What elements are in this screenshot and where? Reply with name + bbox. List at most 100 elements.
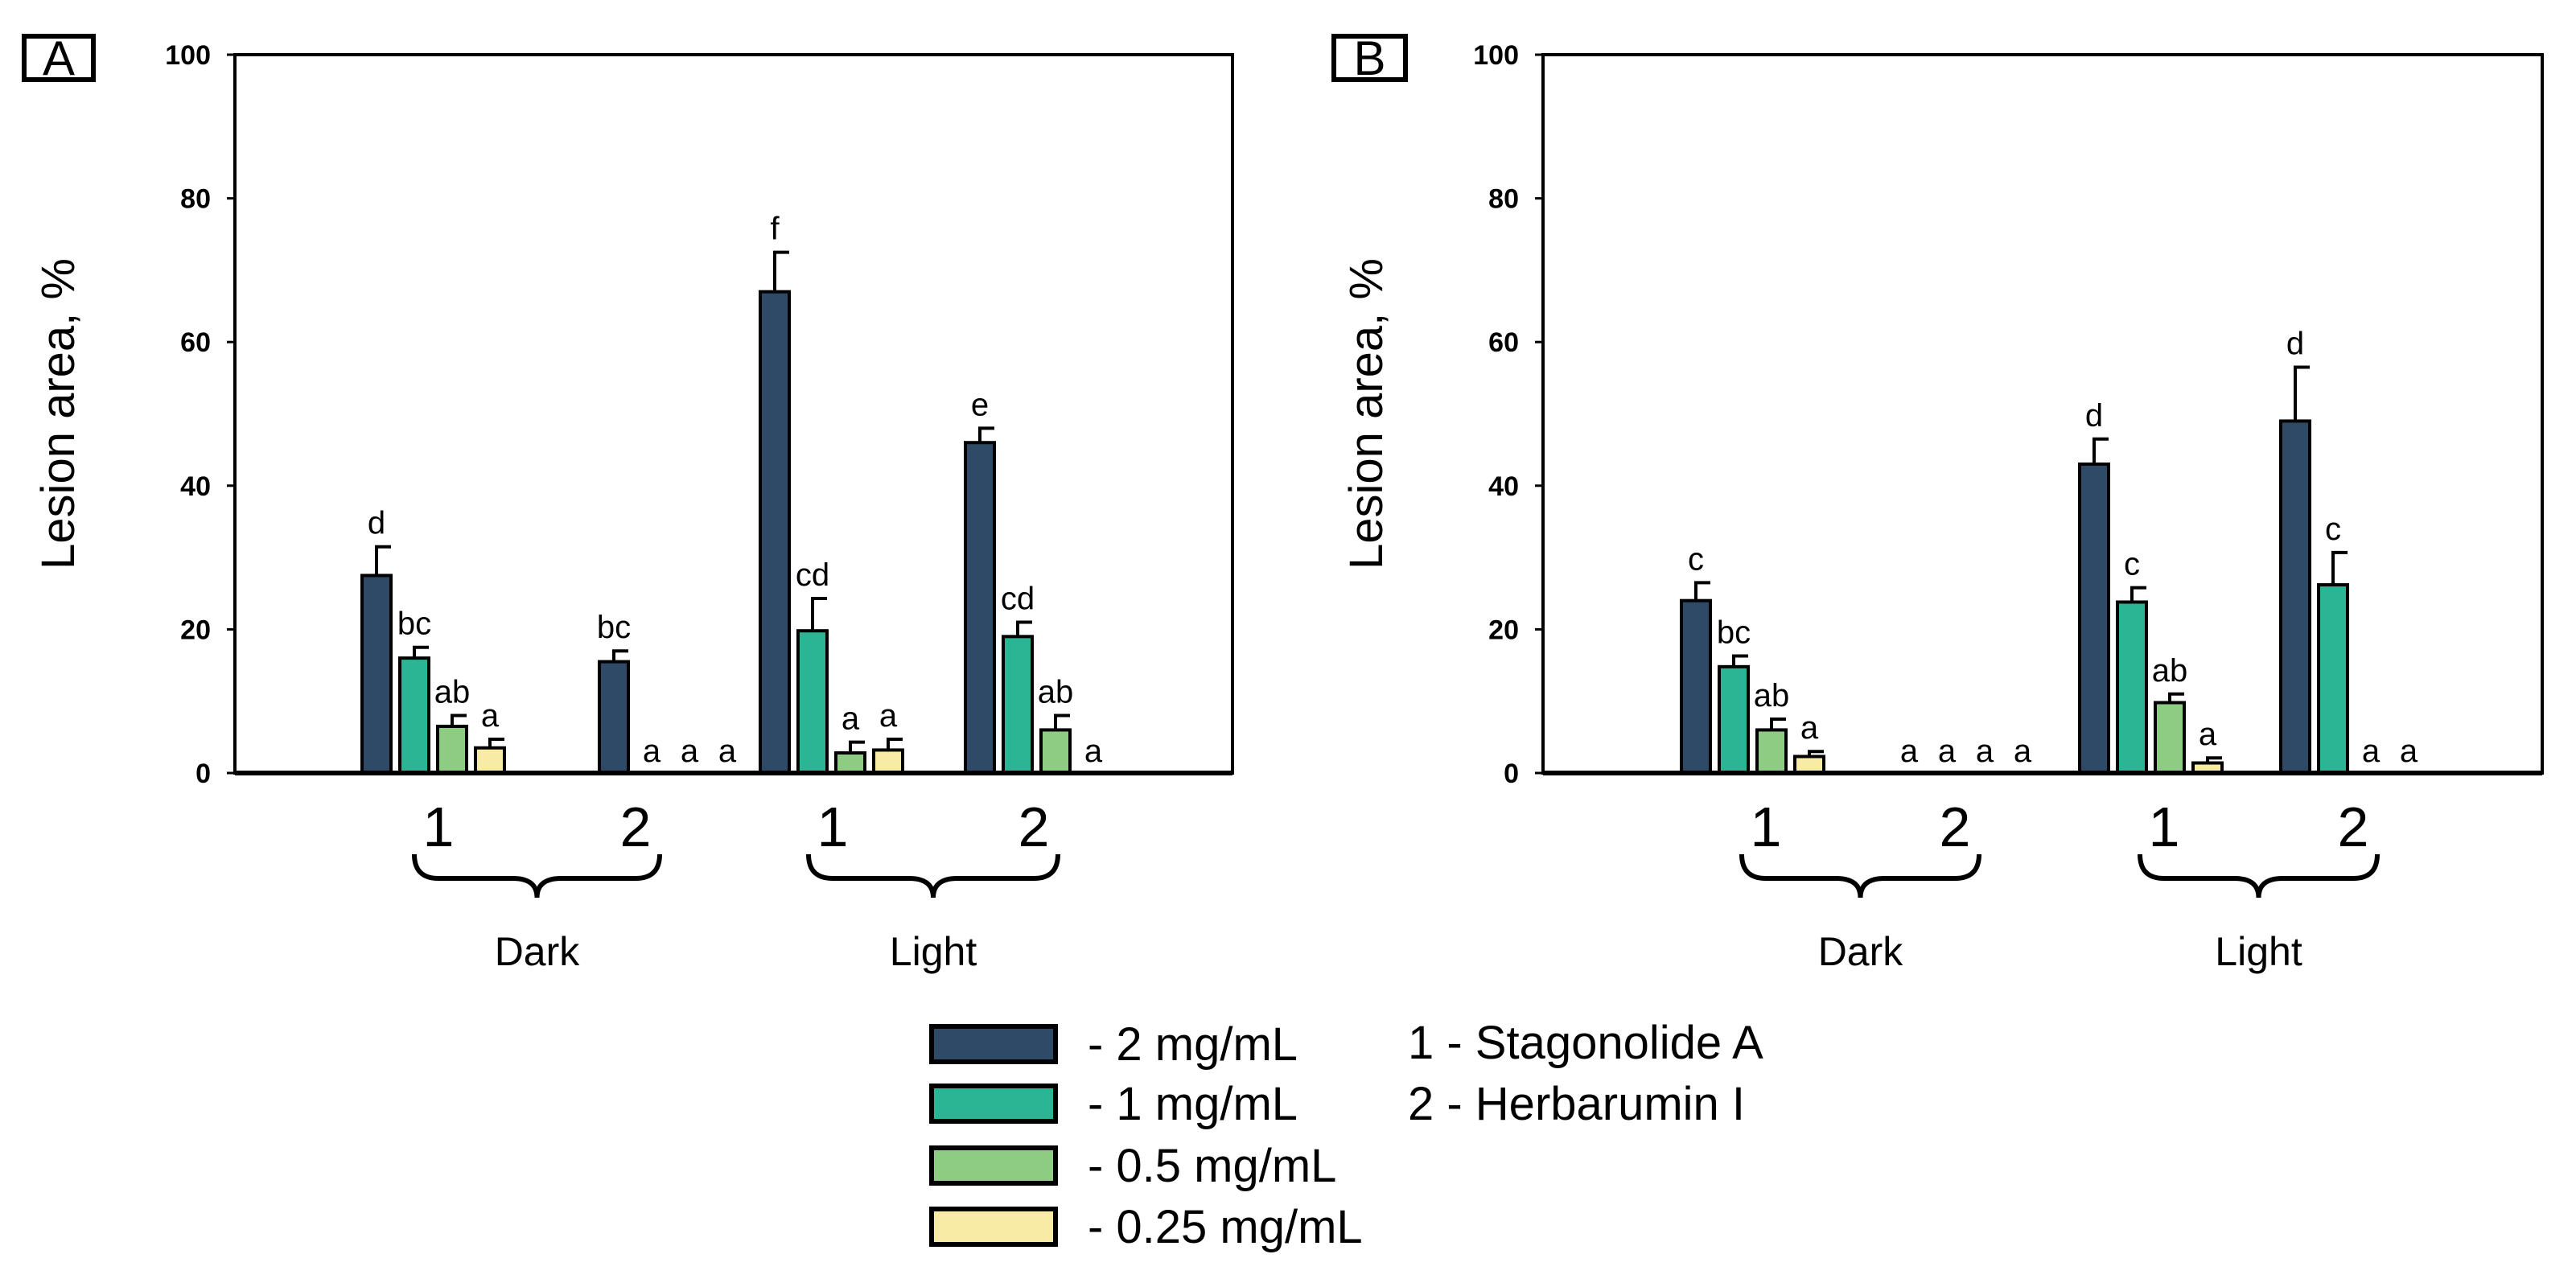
- significance-label: d: [2286, 326, 2304, 361]
- bar: [436, 724, 468, 775]
- legend: - 2 mg/mL - 1 mg/mL - 0.5 mg/mL - 0.25 mg/m…: [929, 1017, 1763, 1253]
- significance-label: ab: [434, 675, 471, 710]
- significance-label: f: [770, 212, 780, 247]
- group-brace: [2138, 853, 2380, 899]
- bar: [2154, 701, 2186, 775]
- bar: [2279, 419, 2311, 775]
- y-tick-label: 80: [1488, 184, 1519, 215]
- panel-label-box: [1331, 34, 1408, 82]
- bar: [759, 290, 791, 775]
- significance-label: a: [1900, 734, 1919, 769]
- y-tick-label: 40: [1488, 471, 1519, 502]
- significance-label: a: [1976, 734, 1994, 769]
- group-brace: [1739, 853, 1981, 899]
- significance-label: c: [2124, 547, 2140, 582]
- y-tick-label: 40: [180, 471, 211, 502]
- significance-label: a: [481, 698, 500, 734]
- y-tick-label: 60: [180, 327, 211, 358]
- significance-label: a: [2199, 717, 2217, 752]
- legend-label: - 2 mg/mL: [1088, 1018, 1298, 1071]
- bar: [1718, 664, 1750, 775]
- y-axis-title: Lesion area, %: [32, 258, 84, 570]
- bar: [1039, 728, 1072, 775]
- bar: [474, 746, 506, 775]
- category-label: 1: [1751, 796, 1782, 858]
- panel-label-box: [22, 34, 96, 82]
- legend-label: - 1 mg/mL: [1088, 1078, 1298, 1130]
- legend-label: - 0.25 mg/mL: [1088, 1201, 1363, 1253]
- bar: [2116, 600, 2148, 775]
- y-tick-label: 0: [195, 759, 211, 789]
- group-brace: [806, 853, 1060, 899]
- category-label: 1: [423, 796, 455, 858]
- group-label: Dark: [1818, 929, 1904, 974]
- significance-label: ab: [2152, 653, 2188, 689]
- y-tick-label: 20: [1488, 615, 1519, 645]
- bar: [360, 574, 393, 775]
- category-label: 2: [1018, 796, 1050, 858]
- significance-label: bc: [597, 610, 631, 645]
- legend-swatch: [929, 1145, 1058, 1186]
- group-label: Light: [2215, 929, 2302, 974]
- bar: [796, 629, 829, 775]
- bar: [1002, 635, 1034, 775]
- category-label: 2: [2338, 796, 2369, 858]
- significance-label: e: [971, 387, 989, 422]
- significance-label: ab: [1754, 678, 1790, 713]
- significance-label: a: [2362, 734, 2381, 769]
- group-brace: [412, 853, 662, 899]
- panel-label: A: [43, 31, 75, 85]
- y-tick-label: 20: [180, 615, 211, 645]
- category-label: 1: [817, 796, 849, 858]
- bar: [1755, 728, 1788, 775]
- significance-label: c: [2325, 512, 2341, 547]
- legend-swatch: [929, 1207, 1058, 1247]
- bar: [2078, 463, 2110, 775]
- bar: [1680, 598, 1712, 775]
- bar: [598, 660, 630, 775]
- significance-label: a: [681, 734, 699, 769]
- significance-label: cd: [1001, 581, 1035, 616]
- significance-label: a: [643, 734, 661, 769]
- bar: [834, 750, 866, 775]
- significance-label: bc: [397, 607, 431, 642]
- significance-label: cd: [796, 557, 829, 593]
- significance-label: a: [718, 734, 737, 769]
- y-axis-title: Lesion area, %: [1340, 258, 1393, 570]
- significance-label: a: [879, 698, 898, 734]
- significance-label: bc: [1717, 615, 1751, 650]
- significance-label: a: [1938, 734, 1957, 769]
- significance-label: a: [1084, 734, 1103, 769]
- y-tick-label: 100: [165, 40, 211, 71]
- significance-label: a: [2014, 734, 2032, 769]
- significance-label: d: [368, 506, 385, 541]
- y-tick-label: 0: [1504, 759, 1519, 789]
- bar: [2317, 583, 2349, 775]
- legend-label: - 0.5 mg/mL: [1088, 1140, 1336, 1192]
- legend-compound: 2 - Herbarumin I: [1408, 1078, 1745, 1130]
- bar: [1793, 755, 1825, 775]
- significance-label: ab: [1038, 675, 1074, 710]
- significance-label: a: [2400, 734, 2418, 769]
- category-label: 2: [620, 796, 652, 858]
- significance-label: a: [1800, 710, 1819, 746]
- legend-swatch: [929, 1024, 1058, 1064]
- y-tick-label: 80: [180, 184, 211, 215]
- y-tick-label: 100: [1473, 40, 1519, 71]
- category-label: 1: [2149, 796, 2180, 858]
- significance-label: c: [1688, 541, 1704, 577]
- category-label: 2: [1940, 796, 1971, 858]
- y-tick-label: 60: [1488, 327, 1519, 358]
- significance-label: d: [2085, 398, 2103, 434]
- group-label: Light: [890, 929, 977, 974]
- legend-swatch: [929, 1084, 1058, 1124]
- panel-label: B: [1353, 31, 1385, 85]
- legend-compound: 1 - Stagonolide A: [1408, 1017, 1763, 1069]
- bar: [398, 656, 430, 775]
- bar: [964, 441, 996, 775]
- significance-label: a: [842, 701, 860, 737]
- group-label: Dark: [495, 929, 581, 974]
